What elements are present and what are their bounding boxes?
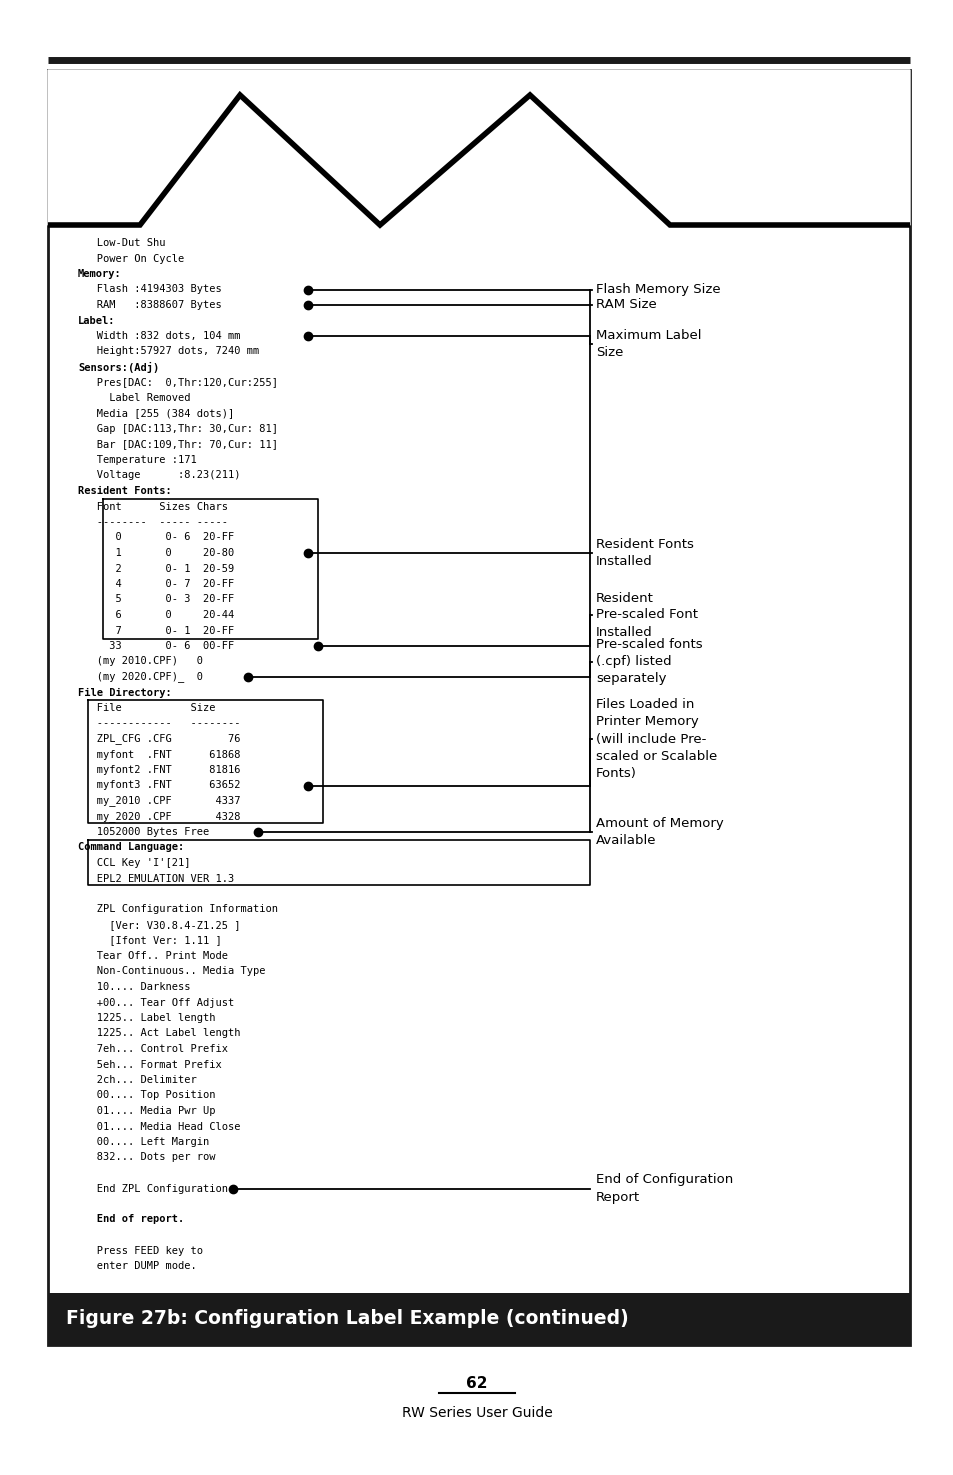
Text: myfont3 .FNT      63652: myfont3 .FNT 63652 <box>78 780 240 791</box>
Text: my_2010 .CPF       4337: my_2010 .CPF 4337 <box>78 795 240 807</box>
Text: End of Configuration
Report: End of Configuration Report <box>596 1174 733 1204</box>
Text: Sensors:(Adj): Sensors:(Adj) <box>78 361 159 373</box>
Text: End ZPL Configuration: End ZPL Configuration <box>78 1183 228 1193</box>
Text: 0       0- 6  20-FF: 0 0- 6 20-FF <box>78 532 234 543</box>
Text: [Ifont Ver: 1.11 ]: [Ifont Ver: 1.11 ] <box>78 935 221 945</box>
Text: 6       0     20-44: 6 0 20-44 <box>78 611 234 620</box>
Text: ZPL Configuration Information: ZPL Configuration Information <box>78 904 277 914</box>
Text: [Ver: V30.8.4-Z1.25 ]: [Ver: V30.8.4-Z1.25 ] <box>78 920 240 931</box>
Text: 1052000 Bytes Free: 1052000 Bytes Free <box>78 827 209 836</box>
Text: Press FEED key to: Press FEED key to <box>78 1245 203 1255</box>
Text: Low-Dut Shu: Low-Dut Shu <box>78 237 165 248</box>
Text: Amount of Memory
Available: Amount of Memory Available <box>596 817 723 847</box>
Text: +00... Tear Off Adjust: +00... Tear Off Adjust <box>78 997 234 1007</box>
Text: 1225.. Act Label length: 1225.. Act Label length <box>78 1028 240 1038</box>
Text: myfont2 .FNT      81816: myfont2 .FNT 81816 <box>78 766 240 774</box>
Text: Memory:: Memory: <box>78 268 122 279</box>
Bar <box>48 69 909 1345</box>
Text: Bar [DAC:109,Thr: 70,Cur: 11]: Bar [DAC:109,Thr: 70,Cur: 11] <box>78 440 277 450</box>
Text: Flash :4194303 Bytes: Flash :4194303 Bytes <box>78 285 221 295</box>
Text: Temperature :171: Temperature :171 <box>78 454 196 465</box>
Text: 2       0- 1  20-59: 2 0- 1 20-59 <box>78 563 234 574</box>
Text: 1225.. Label length: 1225.. Label length <box>78 1013 215 1024</box>
Text: End of report.: End of report. <box>78 1214 184 1224</box>
Text: EPL2 EMULATION VER 1.3: EPL2 EMULATION VER 1.3 <box>78 873 234 884</box>
Text: my_2020 .CPF       4328: my_2020 .CPF 4328 <box>78 811 240 822</box>
Text: 62: 62 <box>466 1376 487 1391</box>
Text: Pres[DAC:  0,Thr:120,Cur:255]: Pres[DAC: 0,Thr:120,Cur:255] <box>78 378 277 388</box>
Text: Figure 27b: Configuration Label Example (continued): Figure 27b: Configuration Label Example … <box>66 1310 628 1329</box>
Text: Command Language:: Command Language: <box>78 842 184 853</box>
Text: 01.... Media Pwr Up: 01.... Media Pwr Up <box>78 1106 215 1117</box>
Text: 5eh... Format Prefix: 5eh... Format Prefix <box>78 1059 221 1069</box>
Text: 10.... Darkness: 10.... Darkness <box>78 982 191 993</box>
Text: 4       0- 7  20-FF: 4 0- 7 20-FF <box>78 580 234 589</box>
Text: Flash Memory Size: Flash Memory Size <box>596 283 720 296</box>
Text: --------  ----- -----: -------- ----- ----- <box>78 518 228 527</box>
Text: Height:57927 dots, 7240 mm: Height:57927 dots, 7240 mm <box>78 347 259 357</box>
Text: (my 2020.CPF)_  0: (my 2020.CPF)_ 0 <box>78 671 203 683</box>
Text: 01.... Media Head Close: 01.... Media Head Close <box>78 1121 240 1131</box>
Text: Label Removed: Label Removed <box>78 392 191 403</box>
Bar <box>48 1294 909 1345</box>
Text: RW Series User Guide: RW Series User Guide <box>401 1406 552 1420</box>
Text: 5       0- 3  20-FF: 5 0- 3 20-FF <box>78 594 234 605</box>
Text: CCL Key 'I'[21]: CCL Key 'I'[21] <box>78 858 191 867</box>
Text: Font      Sizes Chars: Font Sizes Chars <box>78 502 228 512</box>
Text: 7       0- 1  20-FF: 7 0- 1 20-FF <box>78 625 234 636</box>
Text: 832... Dots per row: 832... Dots per row <box>78 1152 215 1162</box>
Text: Power On Cycle: Power On Cycle <box>78 254 184 264</box>
Text: ZPL_CFG .CFG         76: ZPL_CFG .CFG 76 <box>78 733 240 745</box>
Text: Label:: Label: <box>78 316 115 326</box>
Text: RAM   :8388607 Bytes: RAM :8388607 Bytes <box>78 299 221 310</box>
Text: Voltage      :8.23(211): Voltage :8.23(211) <box>78 471 240 481</box>
Text: Files Loaded in
Printer Memory
(will include Pre-
scaled or Scalable
Fonts): Files Loaded in Printer Memory (will inc… <box>596 699 717 779</box>
Text: RAM Size: RAM Size <box>596 298 656 311</box>
Text: Tear Off.. Print Mode: Tear Off.. Print Mode <box>78 951 228 962</box>
Text: 00.... Top Position: 00.... Top Position <box>78 1090 215 1100</box>
Text: Media [255 (384 dots)]: Media [255 (384 dots)] <box>78 409 234 419</box>
Text: Non-Continuous.. Media Type: Non-Continuous.. Media Type <box>78 966 265 976</box>
Text: (my 2010.CPF)   0: (my 2010.CPF) 0 <box>78 656 203 667</box>
Text: File           Size: File Size <box>78 704 215 712</box>
Text: File Directory:: File Directory: <box>78 687 172 698</box>
Text: 7eh... Control Prefix: 7eh... Control Prefix <box>78 1044 228 1055</box>
Text: 2ch... Delimiter: 2ch... Delimiter <box>78 1075 196 1086</box>
Text: Gap [DAC:113,Thr: 30,Cur: 81]: Gap [DAC:113,Thr: 30,Cur: 81] <box>78 423 277 434</box>
Text: myfont  .FNT      61868: myfont .FNT 61868 <box>78 749 240 760</box>
Text: 33       0- 6  00-FF: 33 0- 6 00-FF <box>78 642 234 650</box>
Polygon shape <box>48 69 909 226</box>
Text: Width :832 dots, 104 mm: Width :832 dots, 104 mm <box>78 330 240 341</box>
Text: 00.... Left Margin: 00.... Left Margin <box>78 1137 209 1148</box>
Text: Resident Fonts:: Resident Fonts: <box>78 485 172 496</box>
Text: enter DUMP mode.: enter DUMP mode. <box>78 1261 196 1271</box>
Text: Pre-scaled fonts
(.cpf) listed
separately: Pre-scaled fonts (.cpf) listed separatel… <box>596 639 702 684</box>
Text: ------------   --------: ------------ -------- <box>78 718 240 729</box>
Text: Resident Fonts
Installed: Resident Fonts Installed <box>596 538 693 568</box>
Text: 1       0     20-80: 1 0 20-80 <box>78 549 234 558</box>
Text: Maximum Label
Size: Maximum Label Size <box>596 329 700 358</box>
Text: Resident
Pre-scaled Font
Installed: Resident Pre-scaled Font Installed <box>596 591 698 639</box>
